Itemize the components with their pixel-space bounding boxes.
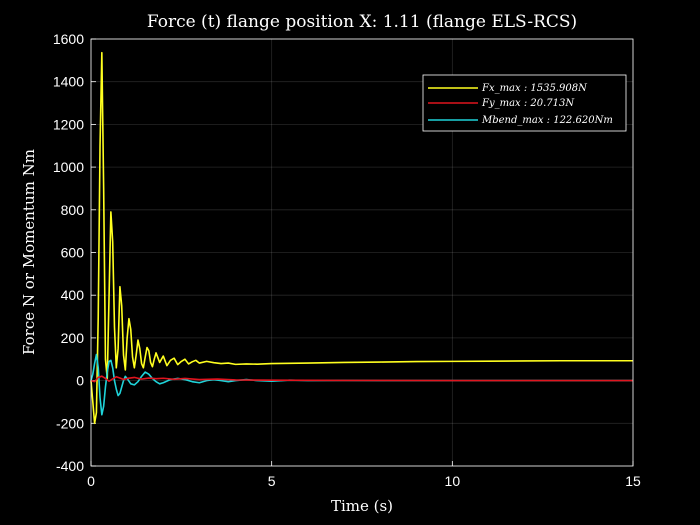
- x-tick-labels: 0 5 10 15: [87, 473, 641, 489]
- x-tick-label: 5: [268, 473, 276, 489]
- y-tick-labels: -400 -200 0 200 400 600 800 1000 1200 1400 1600: [53, 31, 84, 474]
- x-tick-label: 10: [445, 473, 461, 489]
- legend-entry-mbend: Mbend_max : 122.620Nm: [428, 115, 613, 126]
- y-tick-label: 1000: [53, 159, 84, 175]
- y-tick-label: 800: [61, 202, 85, 218]
- y-tick-label: 0: [76, 373, 84, 389]
- legend-label-fy: Fy_max : 20.713N: [481, 98, 575, 109]
- legend-label-mbend: Mbend_max : 122.620Nm: [481, 115, 613, 126]
- y-axis-label: Force N or Momentum Nm: [20, 149, 38, 355]
- chart-title: Force (t) flange position X: 1.11 (flang…: [147, 12, 577, 32]
- legend: Fx_max : 1535.908N Fy_max : 20.713N Mben…: [422, 74, 627, 132]
- y-tick-label: 1600: [53, 31, 84, 47]
- y-tick-label: 600: [61, 245, 85, 261]
- series-line-fy: [90, 375, 633, 383]
- x-axis-label: Time (s): [331, 497, 393, 515]
- y-tick-label: -200: [56, 415, 84, 431]
- x-tick-label: 15: [625, 473, 641, 489]
- y-tick-label: 1200: [53, 116, 84, 132]
- y-tick-label: 200: [61, 330, 85, 346]
- axes-box: [90, 38, 634, 467]
- series-layer: [90, 51, 633, 425]
- legend-label-fx: Fx_max : 1535.908N: [481, 83, 588, 94]
- y-tick-label: 400: [61, 287, 85, 303]
- y-tick-label: 1400: [53, 74, 84, 90]
- legend-entry-fx: Fx_max : 1535.908N: [428, 83, 588, 94]
- series-line-fx: [90, 51, 633, 425]
- x-tick-label: 0: [87, 473, 95, 489]
- legend-entry-fy: Fy_max : 20.713N: [428, 98, 575, 109]
- y-tick-label: -400: [56, 458, 84, 474]
